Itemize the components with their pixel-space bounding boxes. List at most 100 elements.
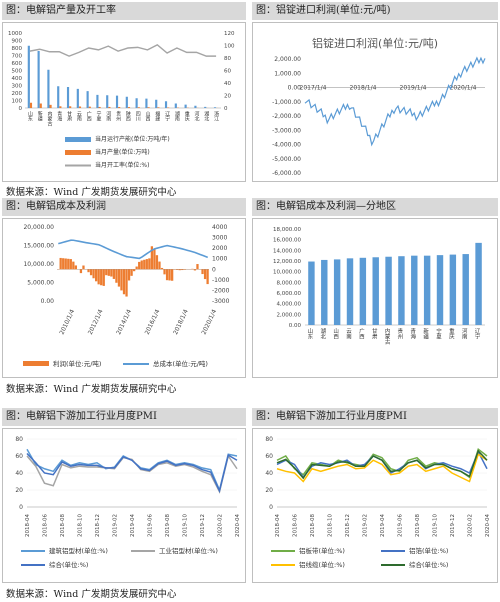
bar-profit (122, 269, 126, 295)
bar-profit (158, 261, 161, 270)
bar-cost (346, 258, 354, 325)
x-tick-label: 2014/1/4 (115, 308, 133, 336)
bar-cost (411, 255, 418, 325)
y-tick-label: 800 (12, 46, 23, 52)
y2-tick-label: 20 (224, 94, 231, 100)
y-tick-label: 8,000.00 (277, 280, 302, 286)
y-tick-label: -4,000.00 (272, 142, 301, 149)
y-tick-label: 15,000.00 (23, 243, 54, 250)
bar-profit (206, 269, 209, 285)
line-3 (276, 453, 488, 483)
panel-production-utilization: 图：电解铝产量及开工率 0 100 200 300 400 500 600 700 800 900… (2, 2, 246, 182)
x-tick-label: 山东 (27, 110, 33, 121)
x-tick-label: 2019-04 (380, 514, 386, 537)
bar-profit (153, 248, 156, 270)
x-tick-label: 辽宁 (474, 327, 481, 340)
line-1 (26, 448, 238, 493)
x-tick-label: 辽宁 (164, 110, 170, 121)
bar-capacity (37, 51, 40, 108)
x-tick-label: 2019-12 (200, 514, 206, 537)
bar-capacity (204, 106, 207, 108)
bar-cost (308, 261, 315, 325)
bar-capacity (145, 98, 148, 108)
legend-label: 铝线缆(单位:%) (299, 560, 345, 569)
bar-output (78, 106, 82, 108)
bar-capacity (27, 45, 30, 108)
y-tick-label: 1,000.00 (274, 70, 301, 77)
legend-label: 工业铝型材(单位:%) (159, 546, 218, 555)
x-tick-label: 山东 (306, 327, 313, 340)
bar-capacity (155, 99, 158, 108)
x-tick-label: 河南 (461, 327, 468, 340)
bar-profit (163, 269, 166, 275)
bar-profit (138, 261, 141, 270)
y2-tick-label: 2000 (212, 245, 227, 252)
bar-output (167, 107, 170, 108)
bar-cost (398, 256, 405, 325)
bar-profit (107, 269, 110, 276)
line-import-profit (304, 56, 486, 147)
bar-profit (87, 269, 90, 273)
bar-cost (423, 255, 431, 325)
bar-capacity (184, 104, 187, 108)
bar-profit (127, 269, 131, 281)
y-tick-label: 10,000.00 (273, 270, 301, 276)
chart-box: 铝锭进口利润(单位:元/吨) 2,000.00 1,000.00 0.00 -1,000… (252, 22, 498, 182)
x-tick-label: 贵州 (115, 110, 121, 121)
bar-profit (145, 259, 148, 270)
chart-title: 图：铝锭进口利润(单位:元/吨) (252, 2, 498, 20)
y-tick-label: 40 (265, 470, 273, 477)
x-tick-label: 云南 (345, 328, 352, 340)
bar-capacity (213, 107, 217, 108)
legend-label: 铝箔(单位:%) (409, 546, 448, 555)
x-tick-label: 广西 (358, 327, 365, 341)
bar-capacity (47, 69, 50, 108)
bar-cost (475, 242, 482, 325)
bar-profit (140, 260, 143, 270)
bar-capacity (115, 95, 119, 108)
y-tick-label: -6,000.00 (272, 170, 301, 177)
x-tick-label: 2016/1/4 (144, 308, 162, 336)
x-tick-label: 2018-08 (60, 514, 66, 537)
x-tick-label: 宁夏 (435, 327, 442, 340)
bar-profit (102, 269, 105, 286)
x-tick-label: 2018/1/4 (172, 308, 190, 336)
x-tick-label: 甘肃 (371, 327, 378, 341)
panel-cost-profit: 图：电解铝成本及利润 20,000.00 15,000.00 10,000.00 5,… (2, 198, 246, 378)
x-tick-label: 河北 (194, 110, 200, 122)
chart-box: 0 100 200 300 400 500 600 700 800 900 1000 0 20 40 60 8… (2, 22, 246, 182)
x-tick-label: 山西 (145, 110, 151, 122)
bar-profit (135, 266, 138, 270)
bar-profit (148, 258, 151, 270)
bar-profit (196, 264, 199, 270)
bar-profit (168, 269, 171, 281)
bar-cost (462, 254, 469, 325)
bar-output (98, 106, 101, 108)
chart-title: 图：电解铝下游加工行业月度PMI (252, 408, 498, 426)
y2-tick-label: 60 (224, 69, 231, 75)
x-tick-label: 2020-02 (468, 514, 474, 537)
y2-tick-label: -1000 (212, 277, 230, 284)
bar-capacity (125, 96, 128, 108)
import-profit-chart: 铝锭进口利润(单位:元/吨) 2,000.00 1,000.00 0.00 -1,000… (272, 36, 486, 177)
bar-profit (112, 269, 116, 279)
x-tick-label: 2019-02 (363, 514, 369, 537)
bar-profit (69, 259, 72, 270)
y-tick-label: 500 (12, 69, 23, 75)
y-tick-label: 10,000.00 (23, 261, 54, 268)
source-note: 数据来源：Wind 广发期货发展研究中心 (6, 384, 177, 395)
x-tick-label: 2018-12 (345, 514, 351, 537)
x-tick-label: 2019-04 (130, 514, 136, 537)
legend-swatch (23, 361, 49, 366)
bar-output (137, 107, 140, 108)
cost-profit-chart: 20,000.00 15,000.00 10,000.00 5,000.00 0.00 4… (23, 224, 230, 368)
bar-output (118, 107, 121, 108)
panel-pmi-sheet: 图：电解铝下游加工行业月度PMI 80 60 40 20 0 2018-04 2018-06… (252, 408, 498, 583)
x-tick-label: 2018-08 (310, 514, 316, 537)
y-tick-label: -5,000.00 (272, 156, 301, 163)
chart-title: 图：电解铝下游加工行业月度PMI (2, 408, 246, 426)
panel-regional-cost: 图：电解铝成本及利润—分地区 18,000.00 16,000.00 14,000.… (252, 198, 498, 378)
y2-tick-label: 4000 (212, 224, 227, 231)
x-tick-label: 2018-10 (328, 514, 334, 537)
